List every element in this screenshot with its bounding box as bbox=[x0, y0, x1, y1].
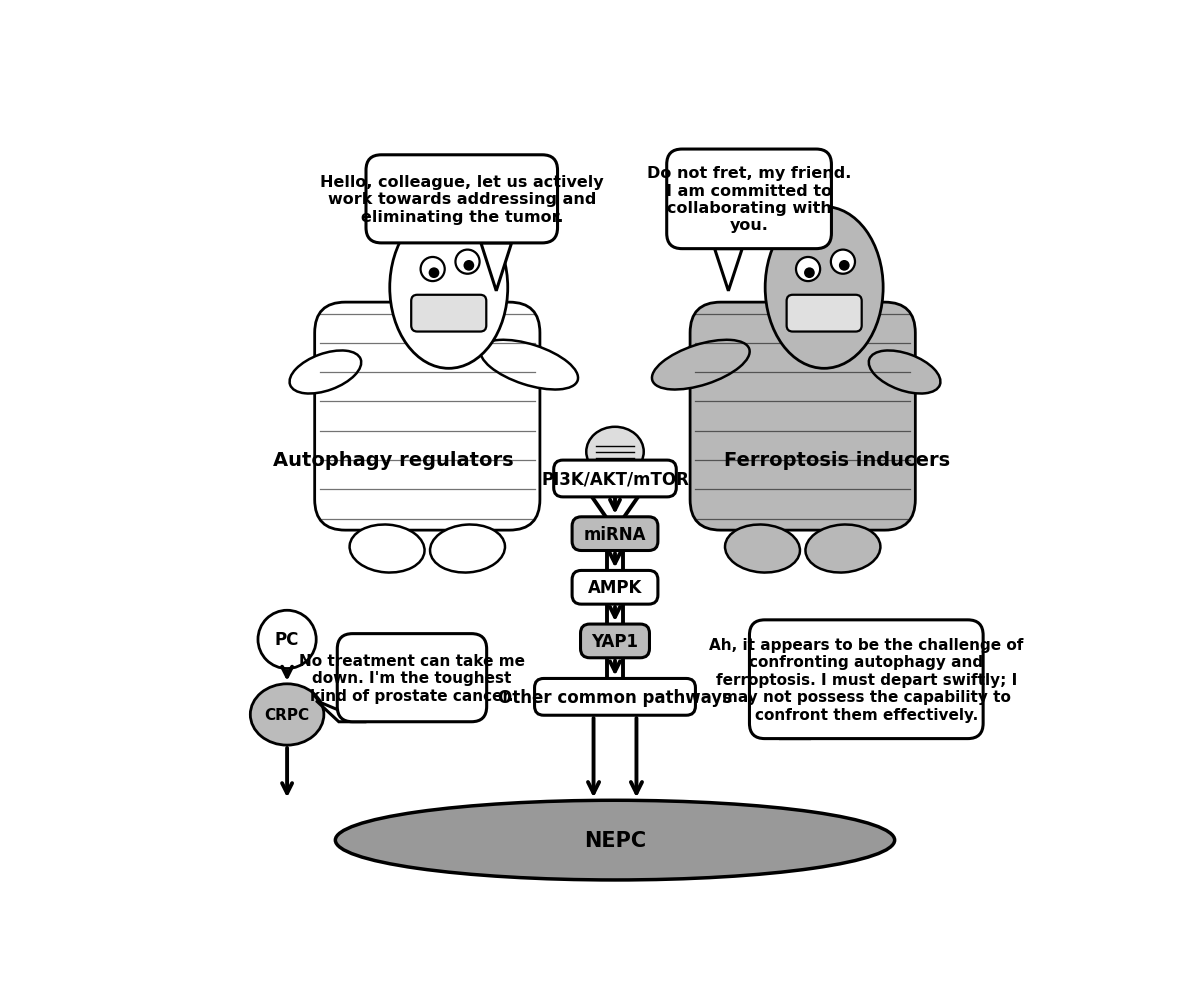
Ellipse shape bbox=[652, 340, 750, 390]
Circle shape bbox=[839, 260, 850, 271]
FancyBboxPatch shape bbox=[553, 460, 677, 497]
Circle shape bbox=[456, 250, 480, 274]
Ellipse shape bbox=[335, 800, 895, 880]
Polygon shape bbox=[714, 249, 742, 291]
Ellipse shape bbox=[805, 525, 881, 573]
Text: CRPC: CRPC bbox=[264, 708, 310, 723]
Circle shape bbox=[830, 250, 854, 274]
FancyBboxPatch shape bbox=[337, 634, 487, 722]
Text: Do not fret, my friend.
I am committed to
collaborating with
you.: Do not fret, my friend. I am committed t… bbox=[647, 166, 851, 234]
Text: PI3K/AKT/mTOR: PI3K/AKT/mTOR bbox=[541, 470, 689, 488]
Polygon shape bbox=[481, 244, 511, 291]
Text: Autophagy regulators: Autophagy regulators bbox=[272, 450, 514, 469]
FancyBboxPatch shape bbox=[690, 303, 916, 531]
Text: Hello, colleague, let us actively
work towards addressing and
eliminating the tu: Hello, colleague, let us actively work t… bbox=[320, 175, 604, 225]
Text: miRNA: miRNA bbox=[583, 525, 647, 543]
FancyBboxPatch shape bbox=[534, 679, 696, 716]
Circle shape bbox=[420, 257, 445, 282]
Circle shape bbox=[796, 257, 820, 282]
Circle shape bbox=[258, 610, 317, 669]
Circle shape bbox=[463, 260, 474, 271]
Text: Ferroptosis inducers: Ferroptosis inducers bbox=[724, 450, 950, 469]
Ellipse shape bbox=[289, 351, 361, 395]
FancyBboxPatch shape bbox=[366, 156, 558, 244]
FancyBboxPatch shape bbox=[787, 295, 862, 332]
Ellipse shape bbox=[587, 427, 643, 477]
Circle shape bbox=[428, 268, 439, 278]
FancyBboxPatch shape bbox=[581, 624, 649, 658]
Ellipse shape bbox=[869, 351, 941, 395]
Polygon shape bbox=[781, 701, 809, 739]
Ellipse shape bbox=[251, 684, 324, 746]
Text: Other common pathways: Other common pathways bbox=[498, 688, 732, 706]
FancyBboxPatch shape bbox=[750, 620, 983, 739]
Ellipse shape bbox=[390, 208, 508, 369]
Text: PC: PC bbox=[275, 631, 299, 649]
Text: NEPC: NEPC bbox=[584, 830, 646, 850]
Ellipse shape bbox=[480, 340, 578, 390]
Text: No treatment can take me
down. I'm the toughest
kind of prostate cancer.: No treatment can take me down. I'm the t… bbox=[299, 653, 524, 703]
Polygon shape bbox=[317, 701, 366, 722]
FancyBboxPatch shape bbox=[572, 517, 658, 551]
FancyBboxPatch shape bbox=[314, 303, 540, 531]
FancyBboxPatch shape bbox=[667, 150, 832, 249]
Ellipse shape bbox=[430, 525, 505, 573]
Ellipse shape bbox=[349, 525, 425, 573]
Ellipse shape bbox=[766, 208, 883, 369]
Ellipse shape bbox=[725, 525, 800, 573]
FancyBboxPatch shape bbox=[412, 295, 486, 332]
Text: AMPK: AMPK bbox=[588, 579, 642, 596]
Text: Ah, it appears to be the challenge of
confronting autophagy and
ferroptosis. I m: Ah, it appears to be the challenge of co… bbox=[709, 637, 1024, 722]
Circle shape bbox=[804, 268, 815, 278]
Text: YAP1: YAP1 bbox=[592, 632, 638, 650]
FancyBboxPatch shape bbox=[572, 571, 658, 604]
